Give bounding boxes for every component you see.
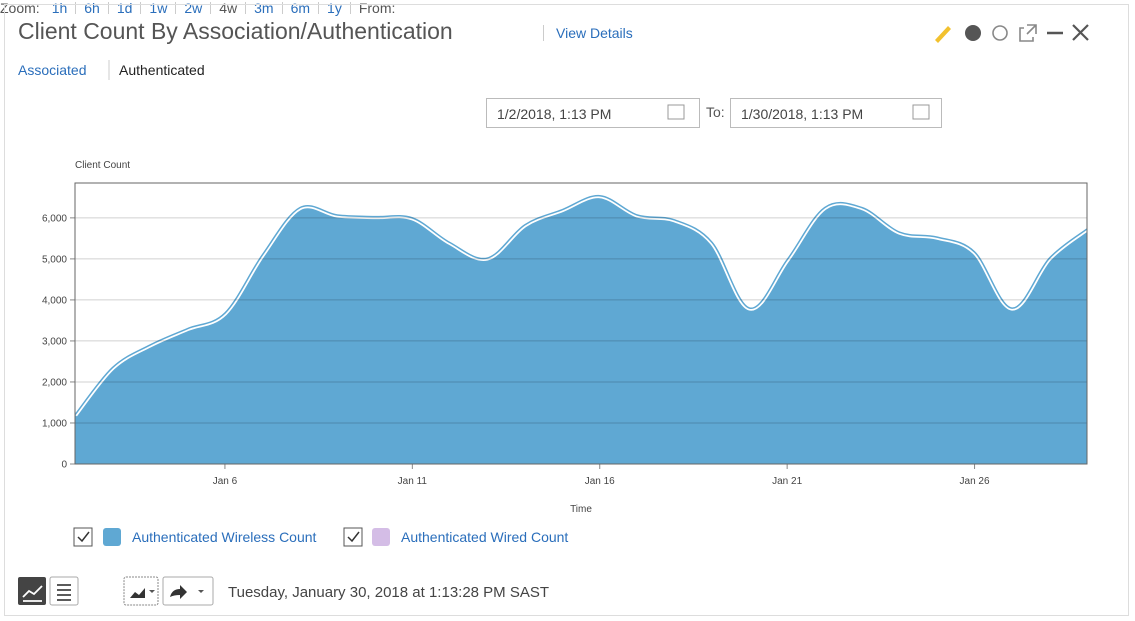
help-icon[interactable] — [965, 25, 981, 41]
area-line — [74, 194, 1088, 416]
legend-label: Authenticated Wired Count — [401, 529, 568, 545]
export-icon — [170, 585, 187, 599]
tab[interactable]: Authenticated — [119, 62, 205, 78]
legend-checkbox[interactable] — [73, 527, 93, 547]
from-input[interactable]: 1/2/2018, 1:13 PM — [486, 98, 700, 128]
legend-swatch — [372, 528, 390, 546]
y-tick-label: 5,000 — [42, 254, 67, 265]
dropdown-caret — [149, 590, 155, 593]
edit-icon[interactable] — [935, 26, 951, 43]
table-icon — [57, 584, 71, 601]
plot: Client Count Time 0 1,000 2,000 3,000 4,000 5,0… — [42, 160, 1089, 515]
x-tick-label: Jan 11 — [398, 476, 428, 487]
check — [347, 531, 360, 543]
dropdown-caret — [198, 590, 204, 593]
popout-icon[interactable] — [1019, 24, 1037, 42]
legend-label: Authenticated Wireless Count — [132, 529, 317, 545]
widget-title: Client Count By Association/Authenticati… — [18, 18, 453, 44]
x-tick-label: Jan 26 — [960, 476, 990, 487]
tab[interactable]: Associated — [18, 62, 87, 78]
y-axis-title: Client Count — [75, 160, 130, 171]
y-tick-label: 4,000 — [42, 295, 67, 306]
legend-checkbox[interactable] — [343, 527, 363, 547]
table-view-button[interactable] — [49, 576, 79, 606]
zoom-options: 1h 6h 1d 1w 2w 4w 3m 6m 1y — [44, 1, 351, 15]
x-tick-label: Jan 21 — [772, 476, 802, 487]
y-tick-label: 0 — [61, 460, 67, 471]
to-input[interactable]: 1/30/2018, 1:13 PM — [730, 98, 942, 128]
refresh-icon[interactable] — [992, 25, 1008, 41]
x-tick-label: Jan 6 — [213, 476, 238, 487]
chart-view-button[interactable] — [18, 577, 46, 605]
to-label: To: — [706, 104, 725, 120]
x-axis-title: Time — [570, 504, 592, 515]
toolbar-icons — [667, 24, 1089, 120]
widget-card — [4, 4, 1129, 616]
calendar-icon[interactable] — [667, 104, 685, 120]
calendar-icon[interactable] — [912, 104, 930, 120]
y-tick-label: 6,000 — [42, 213, 67, 224]
y-tick-label: 3,000 — [42, 336, 67, 347]
timestamp: Tuesday, January 30, 2018 at 1:13:28 PM … — [228, 584, 550, 601]
plot-frame — [74, 182, 1088, 465]
area-fill — [75, 195, 1087, 464]
close-icon[interactable] — [1072, 24, 1089, 41]
view-details-link[interactable]: View Details — [543, 25, 633, 41]
chart-type-icon — [130, 588, 145, 598]
chart-icon — [22, 585, 43, 602]
export-button[interactable] — [162, 576, 214, 606]
y-tick-label: 2,000 — [42, 377, 67, 388]
check — [77, 531, 90, 543]
legend-swatch — [103, 528, 121, 546]
x-tick-label: Jan 16 — [585, 476, 615, 487]
y-tick-label: 1,000 — [42, 418, 67, 429]
